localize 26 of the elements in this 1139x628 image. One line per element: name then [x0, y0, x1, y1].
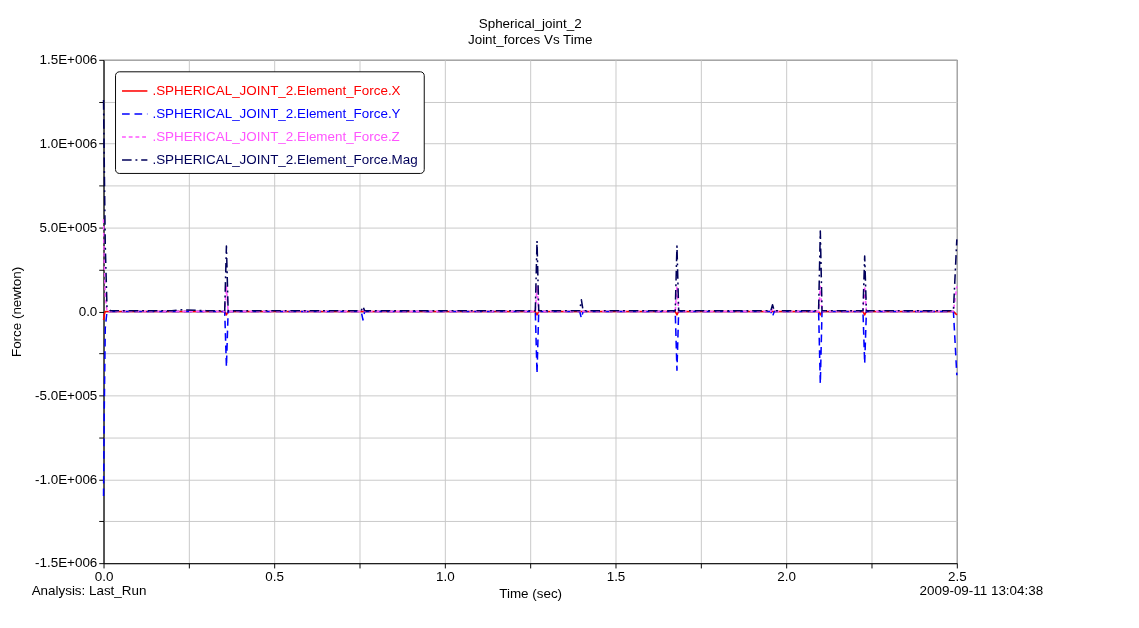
y-tick-label: -5.0E+005 [35, 387, 98, 403]
legend-label: .SPHERICAL_JOINT_2.Element_Force.Mag [152, 151, 418, 167]
y-tick-label: 5.0E+005 [39, 219, 98, 235]
y-axis-title: Force (newton) [8, 266, 24, 358]
y-tick-label: -1.0E+006 [35, 471, 98, 487]
line-series [102, 310, 958, 497]
chart-subtitle: Joint_forces Vs Time [467, 32, 593, 48]
y-tick-label: 0.0 [78, 303, 98, 319]
x-tick-label: 2.0 [777, 568, 796, 584]
y-tick-label: 1.5E+006 [39, 52, 98, 68]
x-tick-label: 2.5 [948, 568, 967, 584]
chart-title: Spherical_joint_2 [478, 16, 582, 32]
line-series [102, 218, 958, 313]
text: 2009-09-11 13:04:38 [919, 582, 1044, 598]
x-tick-label: 1.5 [606, 568, 626, 584]
legend-label: .SPHERICAL_JOINT_2.Element_Force.Z [152, 128, 400, 144]
x-axis-title: Time (sec) [499, 586, 563, 602]
y-tick-label: -1.5E+006 [35, 555, 98, 571]
x-tick-label: 0.5 [265, 568, 284, 584]
text: Analysis: Last_Run [31, 582, 147, 598]
line-series [102, 99, 958, 312]
y-tick-label: 1.0E+006 [39, 136, 98, 152]
x-tick-label: 1.0 [436, 568, 455, 584]
legend-label: .SPHERICAL_JOINT_2.Element_Force.X [152, 82, 401, 98]
x-tick-label: 0.0 [94, 568, 114, 584]
legend-label: .SPHERICAL_JOINT_2.Element_Force.Y [152, 105, 401, 121]
